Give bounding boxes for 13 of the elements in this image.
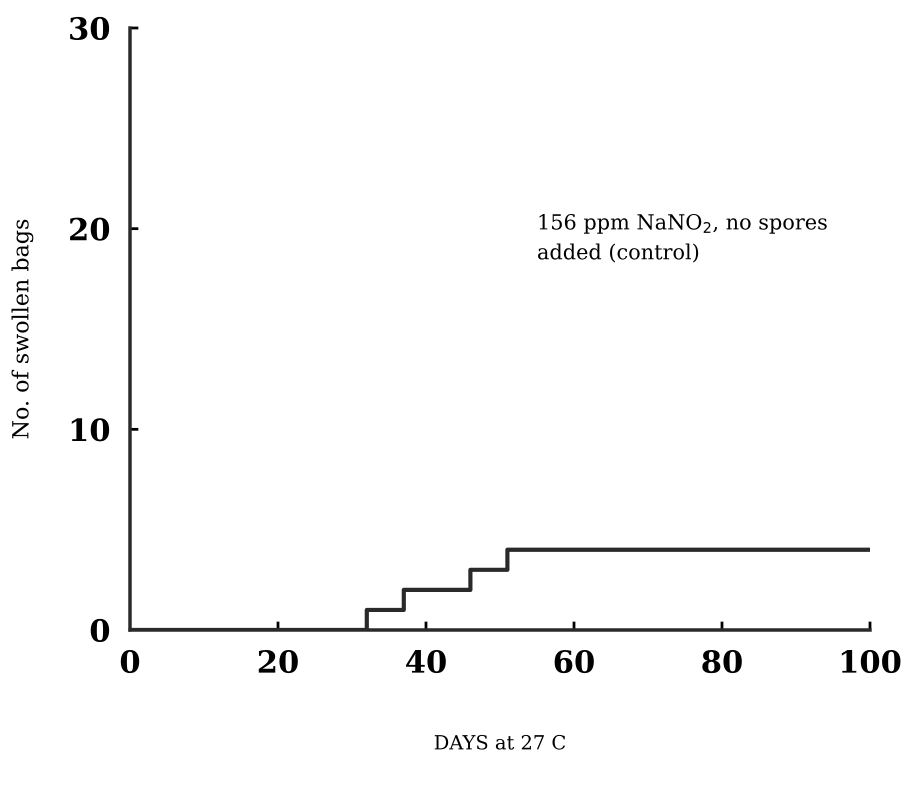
y-axis-title: No. of swollen bags (11, 220, 34, 438)
x-tick-label: 100 (842, 650, 900, 674)
y-tick-label: 0 (90, 618, 110, 642)
x-tick-label: 0 (120, 650, 140, 674)
y-tick-label: 20 (70, 218, 110, 241)
x-tick-label: 40 (406, 650, 446, 674)
x-tick-label: 80 (702, 650, 742, 674)
y-tick-label: 10 (72, 418, 110, 442)
x-tick-label: 60 (554, 650, 594, 674)
x-axis-title: DAYS at 27 C (434, 734, 566, 750)
x-tick-label: 20 (258, 650, 298, 674)
y-tick-label: 30 (70, 16, 110, 40)
annotation: 156 ppm NaNO$_{2}$, no spores added (control) (538, 214, 827, 263)
